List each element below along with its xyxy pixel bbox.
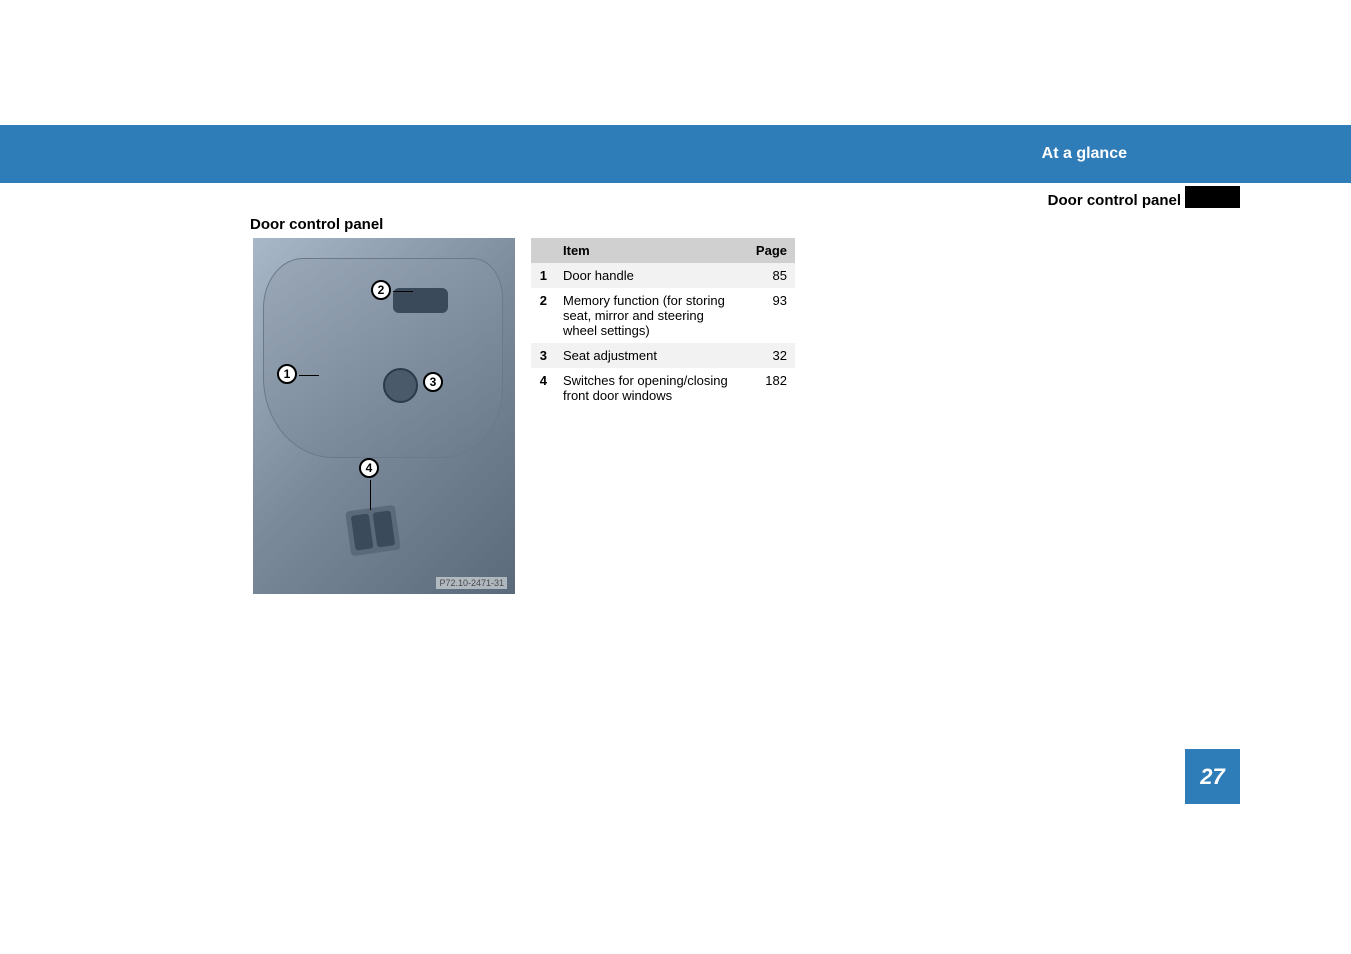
window-switches-graphic	[345, 505, 401, 557]
table-header-item: Item	[555, 238, 745, 263]
page-number-box: 27	[1185, 749, 1240, 804]
callout-marker-2: 2	[371, 280, 391, 300]
row-page: 85	[745, 263, 795, 288]
row-item: Memory function (for storing seat, mirro…	[555, 288, 745, 343]
callout-marker-3: 3	[423, 372, 443, 392]
callout-marker-1: 1	[277, 364, 297, 384]
row-number: 4	[531, 368, 555, 408]
table-header-blank	[531, 238, 555, 263]
callout-marker-4: 4	[359, 458, 379, 478]
table-row: 4 Switches for opening/closing front doo…	[531, 368, 795, 408]
page-number: 27	[1200, 764, 1224, 790]
row-item: Seat adjustment	[555, 343, 745, 368]
table-header-row: Item Page	[531, 238, 795, 263]
callout-line	[370, 480, 371, 510]
callout-line	[393, 291, 413, 292]
row-item: Door handle	[555, 263, 745, 288]
table-header-page: Page	[745, 238, 795, 263]
row-number: 2	[531, 288, 555, 343]
seat-adjustment-graphic	[383, 368, 418, 403]
image-reference-code: P72.10-2471-31	[436, 577, 507, 589]
chapter-title: At a glance	[1042, 145, 1127, 163]
row-number: 3	[531, 343, 555, 368]
table-row: 3 Seat adjustment 32	[531, 343, 795, 368]
row-page: 182	[745, 368, 795, 408]
callout-line	[299, 375, 319, 376]
chapter-header-band: At a glance	[0, 125, 1351, 183]
door-panel-illustration: 1 2 3 4 P72.10-2471-31	[253, 238, 515, 594]
row-page: 32	[745, 343, 795, 368]
row-item: Switches for opening/closing front door …	[555, 368, 745, 408]
section-header: Door control panel	[1048, 192, 1181, 209]
reference-table: Item Page 1 Door handle 85 2 Memory func…	[531, 238, 795, 408]
table-row: 2 Memory function (for storing seat, mir…	[531, 288, 795, 343]
section-tab-marker	[1185, 186, 1240, 208]
row-number: 1	[531, 263, 555, 288]
content-heading: Door control panel	[250, 216, 383, 233]
table-row: 1 Door handle 85	[531, 263, 795, 288]
row-page: 93	[745, 288, 795, 343]
